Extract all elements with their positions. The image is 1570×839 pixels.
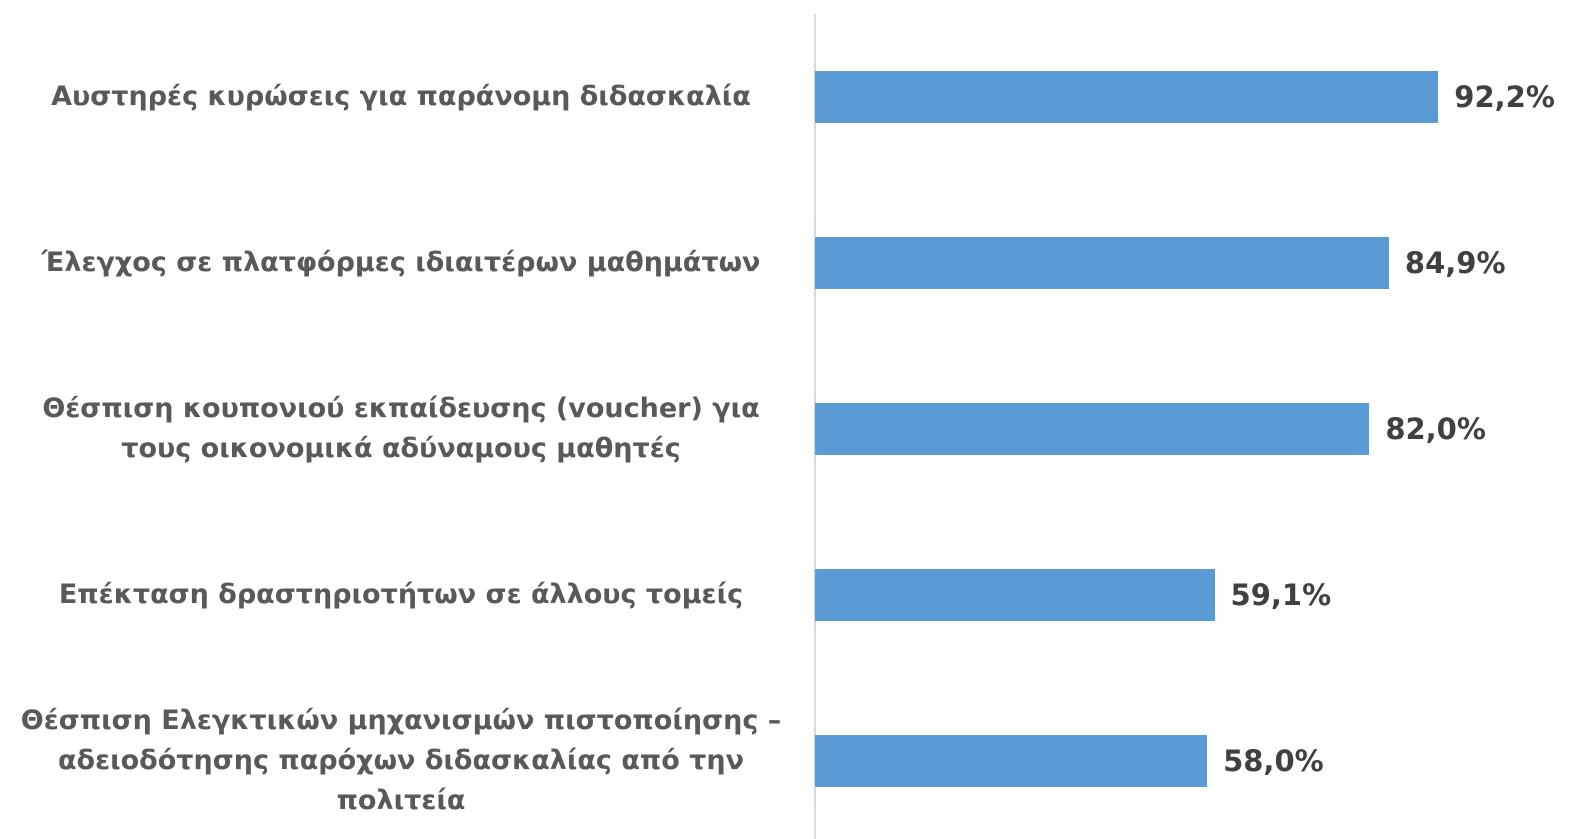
y-tick-label: Επέκταση δραστηριοτήτων σε άλλους τομείς — [58, 579, 744, 610]
data-label: 92,2% — [1454, 80, 1555, 114]
data-label: 59,1% — [1230, 578, 1332, 612]
bar — [815, 237, 1389, 289]
bar — [815, 403, 1370, 455]
y-tick-label: Θέσπιση κουπονιού εκπαίδευσης (voucher) … — [42, 393, 760, 464]
y-tick-label: Έλεγχος σε πλατφόρμες ιδιαιτέρων μαθημάτ… — [41, 247, 761, 278]
y-tick-label: Θέσπιση Ελεγκτικών μηχανισμών πιστοποίησ… — [20, 705, 782, 816]
data-label: 84,9% — [1404, 246, 1506, 280]
bar — [815, 569, 1215, 621]
y-tick-label: Αυστηρές κυρώσεις για παράνομη διδασκαλί… — [51, 81, 751, 112]
data-label: 82,0% — [1385, 412, 1486, 446]
data-label: 58,0% — [1223, 744, 1324, 778]
bar — [815, 735, 1208, 787]
bar — [815, 71, 1439, 123]
